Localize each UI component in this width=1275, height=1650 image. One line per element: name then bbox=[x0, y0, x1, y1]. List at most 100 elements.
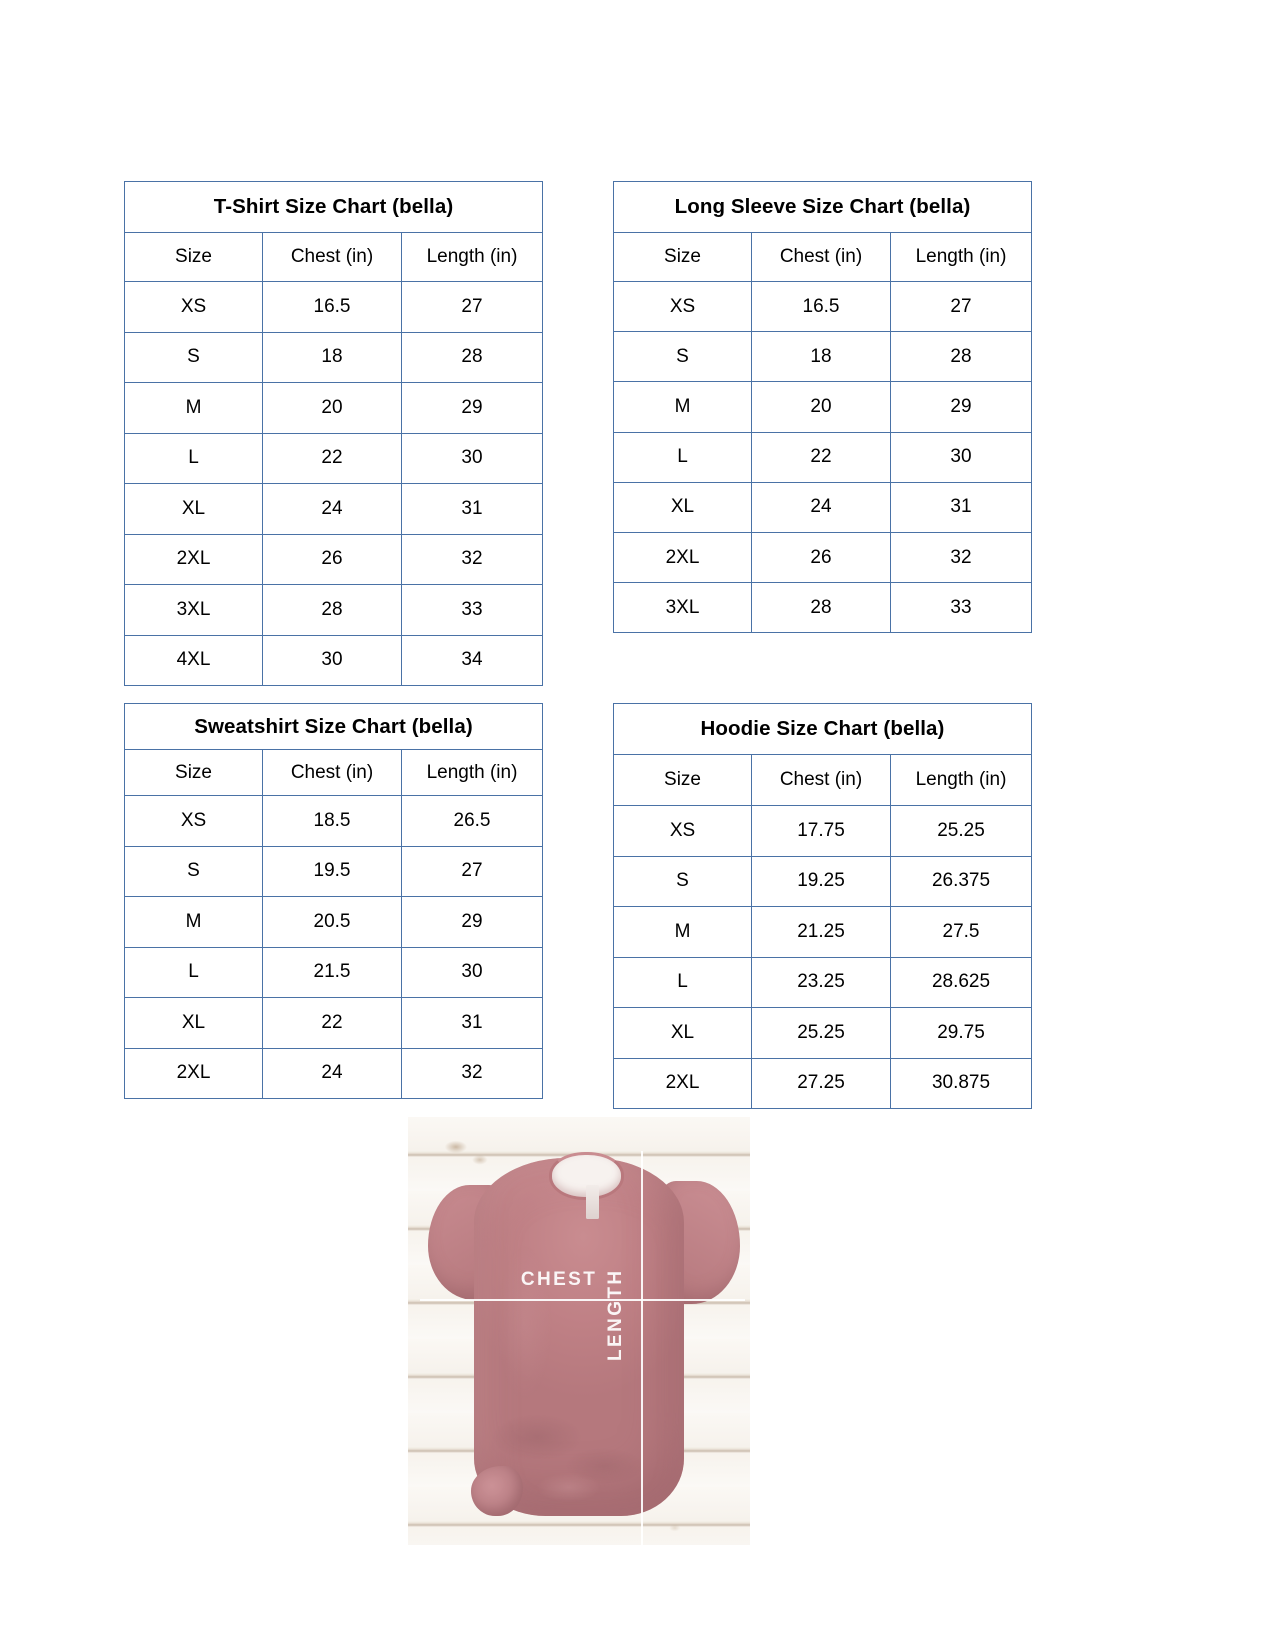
table-row: L 22 30 bbox=[613, 431, 1032, 483]
cell-size: S bbox=[613, 331, 752, 383]
chart-header-row: Size Chest (in) Length (in) bbox=[613, 232, 1032, 282]
cell-size: 2XL bbox=[124, 533, 263, 585]
chest-measurement-line bbox=[419, 1298, 745, 1301]
cell-size: L bbox=[124, 946, 263, 998]
table-row: 2XL 27.25 30.875 bbox=[613, 1057, 1032, 1109]
cell-chest: 18 bbox=[262, 331, 402, 383]
table-row: 2XL 26 32 bbox=[124, 533, 543, 585]
cell-chest: 19.25 bbox=[751, 855, 891, 907]
tshirt-illustration bbox=[415, 1138, 743, 1523]
column-header-chest-in: Chest (in) bbox=[262, 232, 402, 282]
table-row: L 21.5 30 bbox=[124, 946, 543, 998]
cell-size: XL bbox=[613, 481, 752, 533]
cell-length: 29 bbox=[401, 382, 543, 434]
cell-size: L bbox=[613, 956, 752, 1008]
table-row: XL 24 31 bbox=[613, 481, 1032, 533]
cell-size: L bbox=[613, 431, 752, 483]
cell-size: 3XL bbox=[613, 582, 752, 634]
tshirt-hem-knot bbox=[470, 1465, 524, 1516]
table-row: L 22 30 bbox=[124, 432, 543, 484]
cell-chest: 18 bbox=[751, 331, 891, 383]
table-row: 2XL 26 32 bbox=[613, 531, 1032, 584]
cell-length: 27 bbox=[890, 280, 1032, 333]
column-header-size: Size bbox=[124, 749, 263, 796]
product-photo-tshirt-measurement-guide: CHEST LENGTH bbox=[408, 1117, 750, 1545]
cell-size: XS bbox=[613, 805, 752, 857]
cell-size: XL bbox=[124, 997, 263, 1049]
length-measurement-line bbox=[640, 1151, 643, 1545]
cell-chest: 18.5 bbox=[262, 795, 402, 847]
cell-chest: 26 bbox=[262, 533, 402, 585]
cell-length: 27 bbox=[401, 845, 543, 897]
cell-chest: 22 bbox=[751, 431, 891, 483]
cell-chest: 24 bbox=[751, 481, 891, 533]
cell-length: 26.5 bbox=[401, 795, 543, 847]
length-measurement-label: LENGTH bbox=[604, 1268, 626, 1361]
cell-length: 25.25 bbox=[890, 805, 1032, 857]
table-row: M 20 29 bbox=[613, 381, 1032, 433]
cell-length: 31 bbox=[401, 483, 543, 535]
cell-chest: 22 bbox=[262, 997, 402, 1049]
tshirt-neck-tag bbox=[585, 1184, 600, 1220]
cell-size: XS bbox=[124, 795, 263, 847]
cell-chest: 21.25 bbox=[751, 906, 891, 958]
cell-chest: 30 bbox=[262, 634, 402, 686]
table-row: S 18 28 bbox=[613, 331, 1032, 383]
cell-length: 31 bbox=[401, 997, 543, 1049]
tshirt-body bbox=[473, 1157, 685, 1517]
chart-title-row: Hoodie Size Chart (bella) bbox=[613, 703, 1032, 755]
table-row: M 20.5 29 bbox=[124, 896, 543, 948]
cell-length: 34 bbox=[401, 634, 543, 686]
table-row: XS 17.75 25.25 bbox=[613, 805, 1032, 857]
column-header-length-in: Length (in) bbox=[890, 754, 1032, 806]
table-row: 3XL 28 33 bbox=[124, 584, 543, 636]
cell-length: 32 bbox=[401, 1047, 543, 1099]
chest-measurement-label: CHEST bbox=[520, 1268, 598, 1290]
cell-length: 30 bbox=[401, 432, 543, 484]
size-chart-hoodie: Hoodie Size Chart (bella) Size Chest (in) L… bbox=[613, 703, 1032, 1109]
table-row: S 19.5 27 bbox=[124, 845, 543, 897]
column-header-chest-in: Chest (in) bbox=[751, 754, 891, 806]
chart-title: T-Shirt Size Chart (bella) bbox=[124, 181, 543, 233]
column-header-chest-in: Chest (in) bbox=[751, 232, 891, 282]
cell-length: 28.625 bbox=[890, 956, 1032, 1008]
cell-size: L bbox=[124, 432, 263, 484]
cell-chest: 23.25 bbox=[751, 956, 891, 1008]
cell-size: 2XL bbox=[613, 531, 752, 584]
column-header-size: Size bbox=[613, 754, 752, 806]
table-row: XS 16.5 27 bbox=[613, 280, 1032, 333]
cell-size: 2XL bbox=[124, 1047, 263, 1099]
chart-title: Hoodie Size Chart (bella) bbox=[613, 703, 1032, 755]
cell-size: 4XL bbox=[124, 634, 263, 686]
chart-header-row: Size Chest (in) Length (in) bbox=[124, 232, 543, 282]
column-header-size: Size bbox=[124, 232, 263, 282]
cell-chest: 24 bbox=[262, 483, 402, 535]
cell-size: XL bbox=[613, 1007, 752, 1059]
size-chart-longsleeve: Long Sleeve Size Chart (bella) Size Chest … bbox=[613, 181, 1032, 634]
table-row: 4XL 30 34 bbox=[124, 634, 543, 686]
table-row: 3XL 28 33 bbox=[613, 582, 1032, 634]
cell-chest: 21.5 bbox=[262, 946, 402, 998]
cell-size: M bbox=[613, 381, 752, 433]
cell-length: 33 bbox=[401, 584, 543, 636]
cell-chest: 16.5 bbox=[262, 281, 402, 333]
cell-length: 29 bbox=[890, 381, 1032, 433]
chart-title-row: Long Sleeve Size Chart (bella) bbox=[613, 181, 1032, 233]
chart-title-row: T-Shirt Size Chart (bella) bbox=[124, 181, 543, 233]
chart-title: Sweatshirt Size Chart (bella) bbox=[124, 703, 543, 750]
cell-length: 28 bbox=[890, 331, 1032, 383]
cell-chest: 19.5 bbox=[262, 845, 402, 897]
chart-header-row: Size Chest (in) Length (in) bbox=[613, 754, 1032, 806]
cell-size: M bbox=[124, 896, 263, 948]
cell-length: 30.875 bbox=[890, 1057, 1032, 1109]
cell-chest: 24 bbox=[262, 1047, 402, 1099]
table-row: XL 25.25 29.75 bbox=[613, 1007, 1032, 1059]
cell-size: S bbox=[613, 855, 752, 907]
cell-chest: 28 bbox=[751, 582, 891, 634]
cell-chest: 20.5 bbox=[262, 896, 402, 948]
cell-size: XL bbox=[124, 483, 263, 535]
column-header-length-in: Length (in) bbox=[401, 232, 543, 282]
column-header-size: Size bbox=[613, 232, 752, 282]
cell-size: 3XL bbox=[124, 584, 263, 636]
cell-length: 30 bbox=[890, 431, 1032, 483]
